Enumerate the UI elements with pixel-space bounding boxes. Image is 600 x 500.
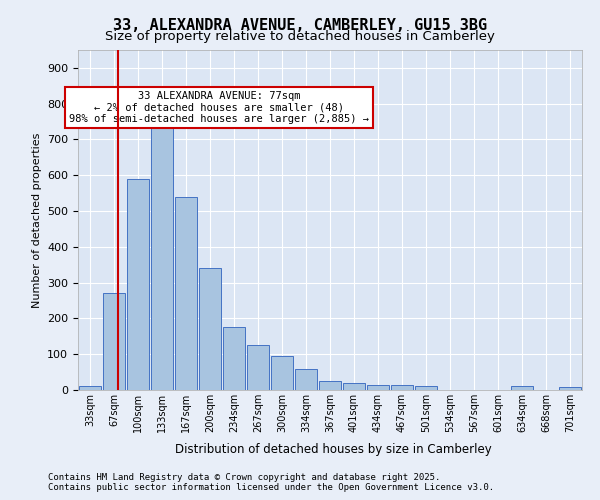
Text: Distribution of detached houses by size in Camberley: Distribution of detached houses by size … <box>175 442 491 456</box>
Bar <box>415 386 437 390</box>
Bar <box>199 268 221 390</box>
Bar <box>79 386 101 390</box>
Bar <box>127 179 149 390</box>
Bar <box>319 381 341 390</box>
Bar <box>295 368 317 390</box>
Bar <box>223 328 245 390</box>
Text: 33, ALEXANDRA AVENUE, CAMBERLEY, GU15 3BG: 33, ALEXANDRA AVENUE, CAMBERLEY, GU15 3B… <box>113 18 487 32</box>
Bar <box>367 384 389 390</box>
Bar <box>103 294 125 390</box>
Text: Contains HM Land Registry data © Crown copyright and database right 2025.: Contains HM Land Registry data © Crown c… <box>48 472 440 482</box>
Bar <box>391 385 413 390</box>
Bar <box>151 125 173 390</box>
Text: Size of property relative to detached houses in Camberley: Size of property relative to detached ho… <box>105 30 495 43</box>
Bar <box>247 346 269 390</box>
Bar <box>511 386 533 390</box>
Bar <box>271 356 293 390</box>
Text: 33 ALEXANDRA AVENUE: 77sqm
← 2% of detached houses are smaller (48)
98% of semi-: 33 ALEXANDRA AVENUE: 77sqm ← 2% of detac… <box>69 91 369 124</box>
Text: Contains public sector information licensed under the Open Government Licence v3: Contains public sector information licen… <box>48 482 494 492</box>
Bar <box>175 196 197 390</box>
Y-axis label: Number of detached properties: Number of detached properties <box>32 132 41 308</box>
Bar <box>559 387 581 390</box>
Bar <box>343 383 365 390</box>
